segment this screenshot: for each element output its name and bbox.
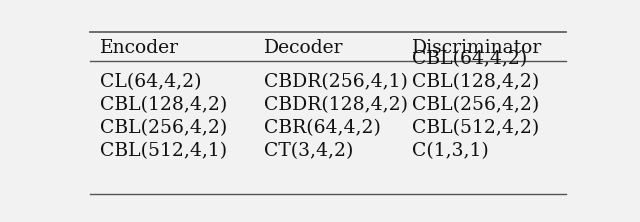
Text: CL(64,4,2): CL(64,4,2) <box>100 73 202 91</box>
Text: CBL(512,4,2): CBL(512,4,2) <box>412 119 540 137</box>
Text: Discriminator: Discriminator <box>412 39 543 57</box>
Text: Decoder: Decoder <box>264 39 343 57</box>
Text: CBL(256,4,2): CBL(256,4,2) <box>100 119 227 137</box>
Text: CBDR(256,4,1): CBDR(256,4,1) <box>264 73 408 91</box>
Text: CBL(512,4,1): CBL(512,4,1) <box>100 142 227 160</box>
Text: CBDR(128,4,2): CBDR(128,4,2) <box>264 96 408 114</box>
Text: CT(3,4,2): CT(3,4,2) <box>264 142 353 160</box>
Text: C(1,3,1): C(1,3,1) <box>412 142 489 160</box>
Text: CBL(256,4,2): CBL(256,4,2) <box>412 96 540 114</box>
Text: CBL(128,4,2): CBL(128,4,2) <box>412 73 540 91</box>
Text: CBL(128,4,2): CBL(128,4,2) <box>100 96 227 114</box>
Text: CBL(64,4,2): CBL(64,4,2) <box>412 50 527 68</box>
Text: Encoder: Encoder <box>100 39 179 57</box>
Text: CBR(64,4,2): CBR(64,4,2) <box>264 119 380 137</box>
